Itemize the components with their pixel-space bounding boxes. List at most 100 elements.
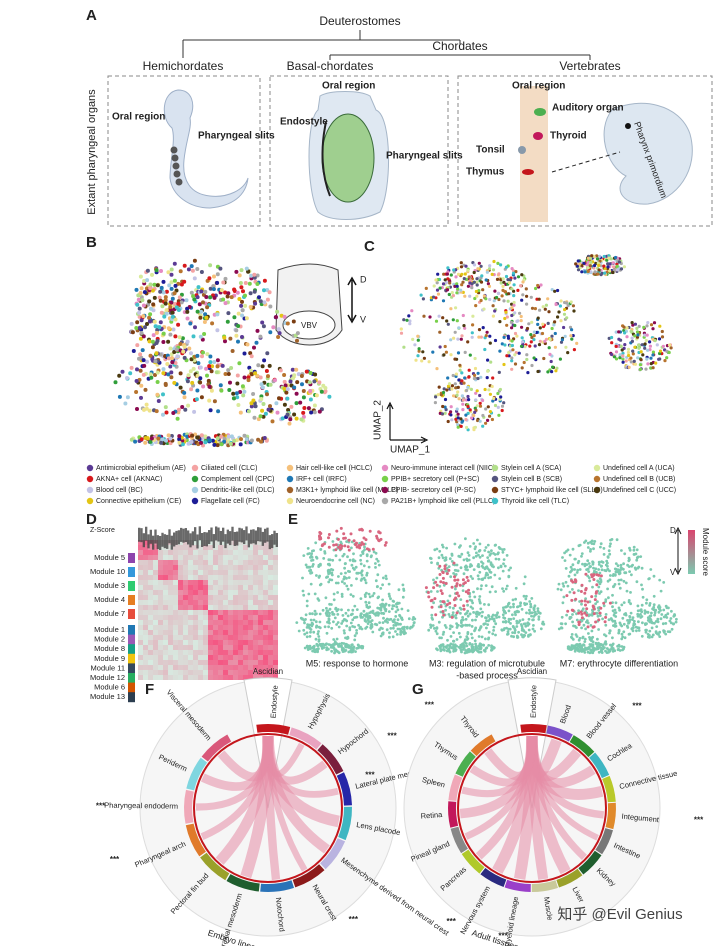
cell-dot — [564, 301, 569, 305]
heatmap-cell — [153, 605, 158, 610]
heatmap-cell — [193, 560, 198, 565]
cell-dot — [359, 558, 362, 562]
cell-dot — [522, 633, 526, 637]
cell-dot — [336, 581, 340, 585]
cell-dot — [443, 559, 447, 562]
dendrogram-bar — [163, 534, 166, 549]
heatmap-cell — [233, 645, 238, 650]
cell-dot — [632, 545, 636, 549]
sector-label: Endostyle — [529, 685, 539, 718]
heatmap-cell — [238, 615, 243, 620]
cell-dot — [147, 339, 152, 344]
cell-dot — [260, 385, 265, 390]
cell-dot — [599, 545, 602, 549]
cell-dot — [436, 272, 440, 276]
cell-dot — [566, 645, 570, 649]
cell-dot — [450, 418, 454, 422]
heatmap-cell — [198, 625, 203, 630]
cell-dot — [478, 401, 482, 405]
cell-dot — [309, 647, 312, 651]
cell-dot — [525, 353, 529, 357]
cell-dot — [583, 640, 587, 643]
heatmap-cell — [268, 595, 273, 600]
cell-dot — [229, 366, 234, 370]
cell-dot — [456, 337, 460, 341]
heatmap-cell — [258, 620, 263, 625]
heatmap-cell — [193, 605, 198, 610]
heatmap-cell — [213, 595, 218, 600]
cell-dot — [669, 621, 673, 625]
cell-dot — [318, 612, 322, 616]
cell-dot — [255, 282, 260, 286]
module-bar — [128, 692, 135, 703]
cell-dot — [351, 625, 354, 628]
cell-dot — [580, 650, 584, 653]
cell-dot — [561, 582, 565, 585]
heatmap-cell — [163, 550, 168, 555]
heatmap-cell — [198, 600, 203, 605]
cell-dot — [181, 349, 186, 354]
cell-dot — [355, 608, 359, 611]
cell-dot — [359, 562, 363, 566]
cell-dot — [469, 387, 473, 391]
cell-dot — [454, 275, 458, 279]
heatmap-cell — [183, 590, 188, 595]
cell-dot — [637, 565, 641, 569]
heatmap-cell — [193, 610, 198, 615]
cell-dot — [143, 325, 147, 330]
cell-dot — [472, 590, 475, 594]
cell-dot — [451, 611, 455, 614]
cell-dot — [658, 357, 662, 361]
cell-dot — [658, 351, 662, 356]
cell-dot — [670, 609, 673, 613]
cell-dot — [280, 416, 285, 421]
cell-dot — [491, 314, 495, 318]
module-label: Module 3 — [94, 581, 125, 590]
cell-dot — [578, 262, 582, 266]
heatmap-cell — [183, 605, 188, 610]
cell-dot — [607, 254, 611, 258]
cell-dot — [546, 297, 550, 301]
cell-dot — [516, 275, 521, 279]
cell-dot — [524, 624, 528, 628]
cell-dot — [442, 353, 446, 357]
cell-dot — [626, 350, 631, 355]
cell-dot — [608, 629, 612, 633]
cell-dot — [450, 585, 454, 589]
cell-dot — [501, 569, 505, 573]
cell-dot — [485, 565, 489, 569]
heatmap-cell — [243, 585, 248, 590]
cell-dot — [559, 299, 563, 303]
heatmap-cell — [258, 610, 263, 615]
cell-dot — [510, 313, 514, 318]
cell-dot — [304, 618, 307, 621]
cell-dot — [318, 583, 322, 587]
heatmap-cell — [238, 625, 243, 630]
cell-dot — [612, 624, 616, 627]
cell-dot — [189, 439, 194, 444]
cell-dot — [208, 408, 213, 413]
legend-swatch — [593, 475, 601, 483]
cell-dot — [192, 297, 197, 302]
cell-dot — [128, 371, 133, 376]
heatmap-cell — [223, 635, 228, 640]
cell-dot — [186, 373, 191, 378]
heatmap-cell — [268, 600, 273, 605]
cell-dot — [413, 343, 417, 347]
cell-dot — [577, 623, 581, 627]
heatmap-cell — [263, 580, 268, 585]
cell-dot — [586, 647, 590, 651]
cell-dot — [657, 337, 662, 341]
cell-dot — [353, 604, 357, 608]
cell-dot — [307, 565, 310, 569]
heatmap-cell — [158, 565, 163, 570]
cell-dot — [619, 623, 623, 627]
heatmap-cell — [203, 560, 208, 565]
cell-dot — [451, 373, 455, 378]
sector — [480, 868, 507, 887]
axis-dir: V — [670, 568, 676, 577]
cell-dot — [215, 272, 220, 277]
heatmap-cell — [208, 630, 213, 635]
heatmap-cell — [203, 650, 208, 655]
cell-dot — [574, 597, 578, 601]
